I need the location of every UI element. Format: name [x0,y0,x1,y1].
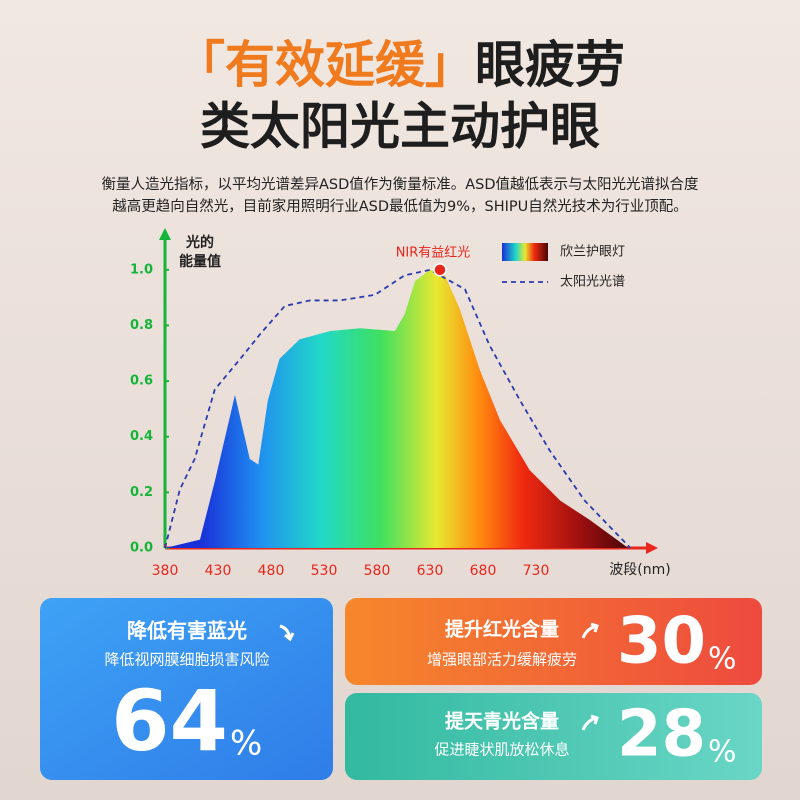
description: 衡量人造光指标，以平均光谱差异ASD值作为衡量标准。ASD值越低表示与太阳光光谱… [101,176,698,193]
arrow-icon [279,624,295,642]
y-axis-label: 光的 [185,234,214,251]
card [345,693,762,780]
x-tick-label: 630 [417,563,444,579]
y-axis-label: 能量值 [179,253,221,270]
description: 越高更趋向自然光，目前家用照明行业ASD最低值为9%，SHIPU自然光技术为行业… [112,198,688,215]
card-unit: % [708,735,737,770]
x-tick-label: 380 [152,563,179,579]
x-tick-label: 680 [470,563,497,579]
x-axis-arrow [646,542,658,554]
card-number: 30 [617,605,706,679]
x-axis-label: 波段(nm) [609,562,670,578]
y-tick-label: 0.2 [130,485,153,500]
title: 「有效延缓」眼疲劳 [175,36,625,94]
y-tick-label: 0.4 [130,429,153,444]
arrow-icon [581,622,599,639]
spectrum-line [164,268,631,549]
legend-label: 太阳光光谱 [560,275,625,290]
card-subtitle: 促进睫状肌放松休息 [434,741,569,759]
annotation: NIR有益红光 [396,244,471,260]
y-tick-label: 0.0 [130,541,153,556]
card [40,598,333,780]
y-axis-arrow [159,228,171,240]
legend-swatch [502,243,548,261]
title-rest: 眼疲劳 [475,36,625,94]
card-number: 28 [617,698,706,772]
card-unit: % [230,724,262,764]
spectrum-area [165,269,629,548]
card-title: 提天青光含量 [445,710,559,733]
legend-label: 欣兰护眼灯 [560,245,625,260]
x-tick-label: 430 [205,563,232,579]
title-line2: 类太阳光主动护眼 [200,98,600,156]
card-title: 提升红光含量 [445,618,559,641]
card-subtitle: 降低视网膜细胞损害风险 [104,651,269,669]
x-tick-label: 730 [523,563,550,579]
arrow-icon [581,714,599,731]
y-tick-label: 1.0 [130,262,153,277]
y-tick-label: 0.8 [130,318,153,333]
peak-marker [433,263,447,277]
x-tick-label: 580 [364,563,391,579]
card-unit: % [708,642,737,677]
title-highlight: 「有效延缓」 [175,36,475,94]
y-tick-label: 0.6 [130,374,153,389]
card-subtitle: 增强眼部活力缓解疲劳 [427,651,577,669]
x-tick-label: 480 [258,563,285,579]
x-tick-label: 530 [311,563,338,579]
card-number: 64 [111,672,228,770]
card-title: 降低有害蓝光 [127,619,247,643]
card [345,598,762,685]
